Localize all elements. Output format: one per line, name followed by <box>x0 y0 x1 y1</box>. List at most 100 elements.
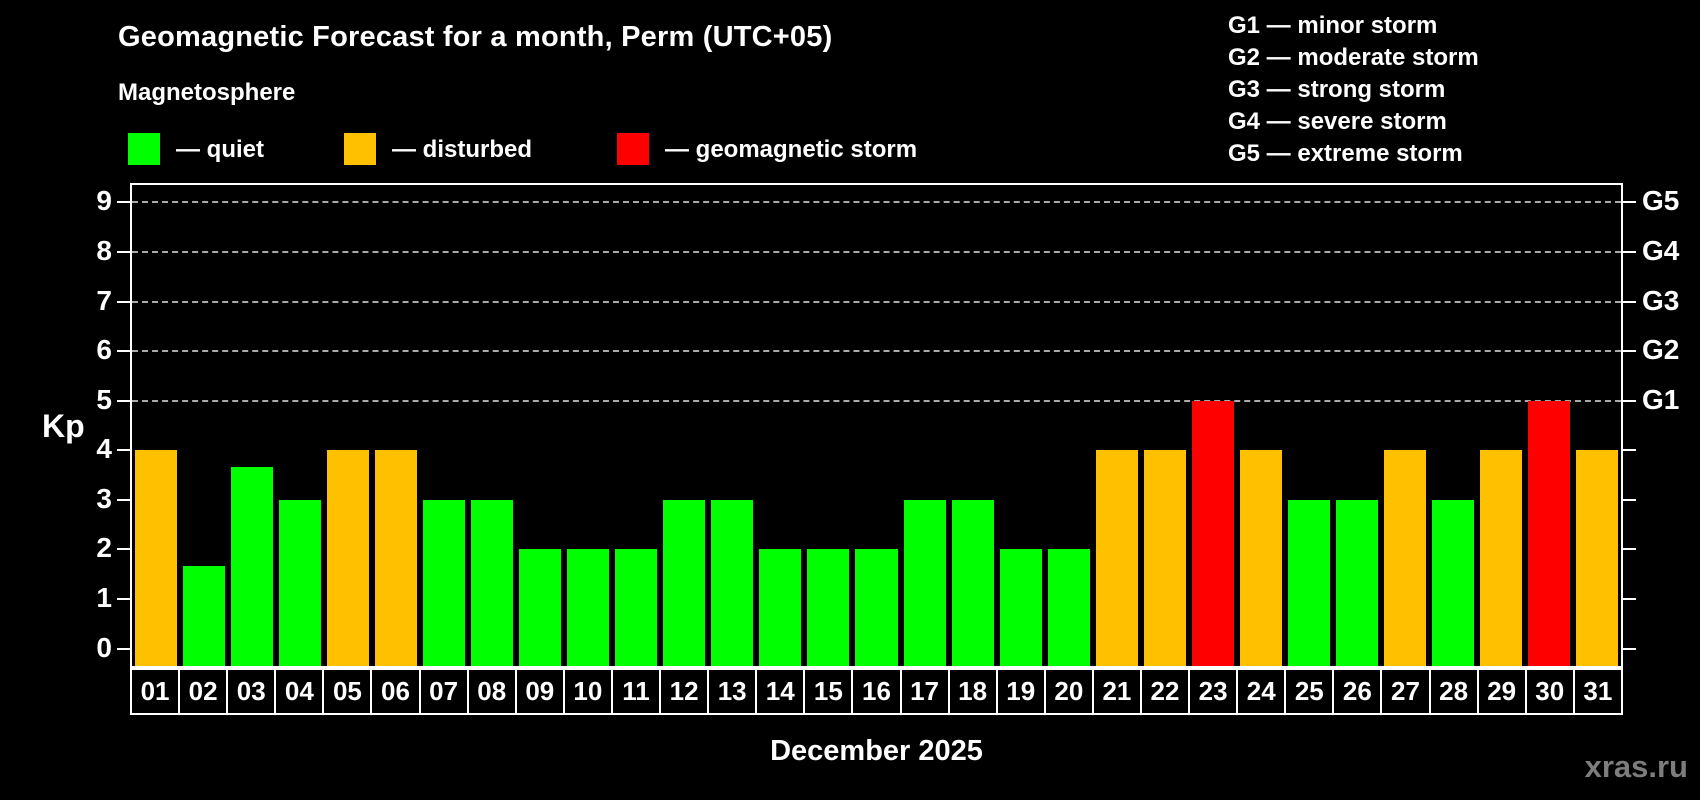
y-tick-label-3: 3 <box>96 482 112 514</box>
y-tick-label-4: 4 <box>96 433 112 465</box>
y-tick-right-0 <box>1623 647 1636 650</box>
y-tick-label-5: 5 <box>96 383 112 415</box>
legend-swatch-storm <box>617 133 649 165</box>
day-cell-25: 25 <box>1284 668 1335 715</box>
kp-bar-day-31 <box>1575 450 1618 666</box>
kp-bar-day-29 <box>1479 450 1522 666</box>
kp-bar-day-27 <box>1383 450 1426 666</box>
right-axis-label-G4: G4 <box>1642 234 1680 266</box>
y-tick-label-2: 2 <box>96 532 112 564</box>
x-axis-title: December 2025 <box>770 735 983 767</box>
y-tick-label-1: 1 <box>96 582 112 614</box>
kp-bar-day-07 <box>423 499 466 666</box>
kp-bar-day-24 <box>1239 450 1282 666</box>
kp-bar-day-03 <box>231 466 274 666</box>
y-axis-title: Kp <box>42 408 85 444</box>
gridline-kp-9 <box>132 201 1621 204</box>
kp-bar-day-10 <box>567 549 610 666</box>
day-cell-08: 08 <box>466 668 517 715</box>
storm-scale-line-4: G4 — severe storm <box>1228 108 1447 135</box>
storm-scale-legend: G1 — minor storm G2 — moderate storm G3 — … <box>1228 10 1479 170</box>
right-axis-label-G2: G2 <box>1642 334 1680 366</box>
day-cell-16: 16 <box>851 668 902 715</box>
kp-bar-day-08 <box>471 499 514 666</box>
kp-bar-day-22 <box>1143 450 1186 666</box>
chart-title: Geomagnetic Forecast for a month, Perm (… <box>118 21 833 53</box>
kp-bar-day-26 <box>1335 499 1378 666</box>
y-tick-label-7: 7 <box>96 284 112 316</box>
y-tick-left-1 <box>117 598 130 601</box>
y-tick-label-6: 6 <box>96 334 112 366</box>
y-tick-label-9: 9 <box>96 185 112 217</box>
kp-bar-day-06 <box>375 450 418 666</box>
legend-label-storm: — geomagnetic storm <box>665 136 918 163</box>
day-cell-01: 01 <box>130 668 181 715</box>
y-tick-left-9 <box>117 201 130 204</box>
day-cell-28: 28 <box>1428 668 1479 715</box>
day-cell-07: 07 <box>418 668 469 715</box>
y-tick-left-4 <box>117 449 130 452</box>
day-cell-15: 15 <box>803 668 854 715</box>
day-cell-29: 29 <box>1476 668 1527 715</box>
kp-bar-day-19 <box>999 549 1042 666</box>
kp-bar-day-05 <box>327 450 370 666</box>
kp-bar-day-25 <box>1287 499 1330 666</box>
right-axis-label-G5: G5 <box>1642 185 1680 217</box>
gridline-kp-7 <box>132 300 1621 303</box>
kp-bar-day-04 <box>279 499 322 666</box>
right-axis-label-G1: G1 <box>1642 383 1680 415</box>
day-cell-31: 31 <box>1572 668 1623 715</box>
day-cell-06: 06 <box>370 668 421 715</box>
y-tick-left-8 <box>117 250 130 253</box>
y-tick-right-7 <box>1623 300 1636 303</box>
y-tick-left-0 <box>117 647 130 650</box>
x-axis-day-labels: 01 02 03 04 05 06 07 08 09 10 11 12 13 14 15 16 17 18 19 20… <box>130 668 1623 715</box>
y-tick-right-5 <box>1623 399 1636 402</box>
y-tick-left-6 <box>117 350 130 353</box>
y-tick-right-6 <box>1623 350 1636 353</box>
storm-scale-line-3: G3 — strong storm <box>1228 76 1446 103</box>
kp-bar-day-30 <box>1527 400 1570 666</box>
day-cell-04: 04 <box>274 668 325 715</box>
kp-bar-day-21 <box>1095 450 1138 666</box>
kp-bar-day-15 <box>807 549 850 666</box>
y-tick-right-2 <box>1623 548 1636 551</box>
y-tick-right-4 <box>1623 449 1636 452</box>
legend-label-disturbed: — disturbed <box>392 136 533 163</box>
kp-bar-day-20 <box>1047 549 1090 666</box>
storm-scale-line-2: G2 — moderate storm <box>1228 44 1479 71</box>
kp-bar-day-09 <box>519 549 562 666</box>
storm-scale-line-1: G1 — minor storm <box>1228 12 1438 39</box>
y-tick-right-3 <box>1623 498 1636 501</box>
day-cell-11: 11 <box>610 668 662 715</box>
day-cell-17: 17 <box>899 668 950 715</box>
y-tick-right-9 <box>1623 201 1636 204</box>
day-cell-26: 26 <box>1332 668 1383 715</box>
gridline-kp-5 <box>132 399 1621 402</box>
watermark: xras.ru <box>1584 749 1688 784</box>
kp-bar-day-28 <box>1431 499 1474 666</box>
day-cell-30: 30 <box>1524 668 1575 715</box>
kp-bar-day-13 <box>711 499 754 666</box>
day-cell-22: 22 <box>1139 668 1191 715</box>
legend-swatch-quiet <box>128 133 160 165</box>
day-cell-12: 12 <box>659 668 710 715</box>
legend-swatch-disturbed <box>344 133 376 165</box>
kp-bar-day-18 <box>951 499 994 666</box>
kp-bar-day-02 <box>183 565 226 666</box>
y-tick-left-3 <box>117 498 130 501</box>
chart-subtitle: Magnetosphere <box>118 79 296 106</box>
day-cell-27: 27 <box>1380 668 1431 715</box>
kp-bar-day-11 <box>615 549 658 666</box>
y-tick-left-5 <box>117 399 130 402</box>
day-cell-19: 19 <box>995 668 1046 715</box>
legend-label-quiet: — quiet <box>176 136 264 163</box>
storm-scale-line-5: G5 — extreme storm <box>1228 140 1463 167</box>
day-cell-14: 14 <box>755 668 806 715</box>
day-cell-21: 21 <box>1091 668 1142 715</box>
day-cell-09: 09 <box>514 668 565 715</box>
day-cell-24: 24 <box>1236 668 1287 715</box>
y-tick-left-7 <box>117 300 130 303</box>
right-axis-label-G3: G3 <box>1642 284 1680 316</box>
